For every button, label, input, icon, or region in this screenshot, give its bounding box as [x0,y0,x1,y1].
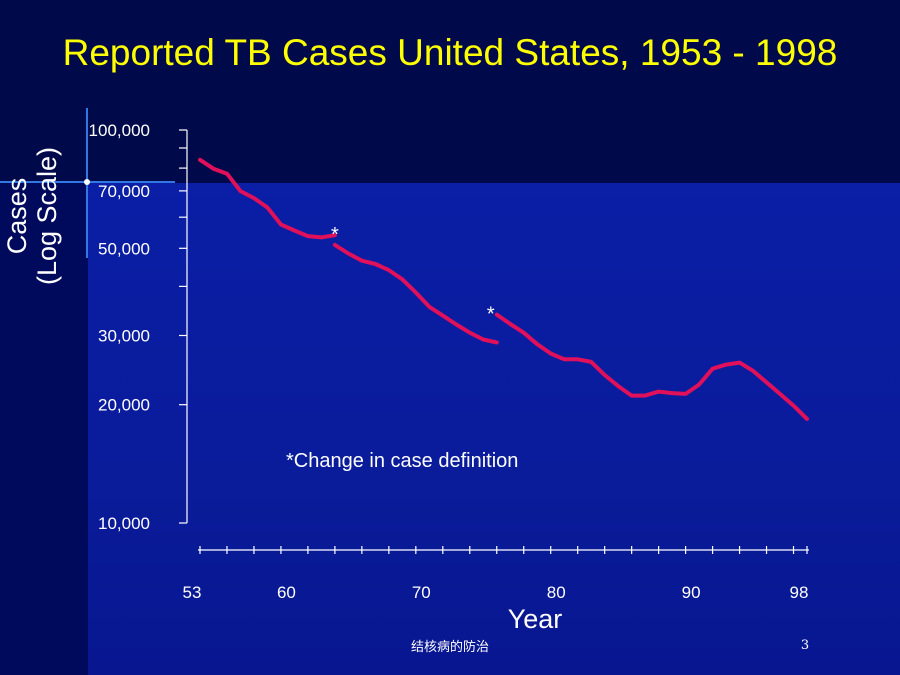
x-axis-label: Year [507,604,563,634]
y-axis-label-line-1: Cases [2,177,32,255]
x-tick-label: 70 [412,583,431,602]
x-tick-label: 53 [183,583,202,602]
footer-text: 结核病的防治 [410,640,489,655]
x-tick-label: 98 [790,583,809,602]
sparkle-icon [0,108,175,258]
y-tick-label: 100,000 [89,121,150,140]
y-tick-label: 50,000 [98,239,150,258]
y-tick-label: 70,000 [98,182,150,201]
chart-axes [179,129,809,554]
y-tick-label: 30,000 [98,326,150,345]
series-line-segment-2 [332,242,499,345]
series-line-segment-3 [494,312,809,421]
y-axis-label: Cases (Log Scale) [2,96,62,336]
series-line-segment-1 [198,157,337,240]
x-tick-label: 80 [547,583,566,602]
annotation-text: *Change in case definition [286,450,518,472]
x-tick-label: 60 [277,583,296,602]
chart-tick-labels: 100,000 70,000 50,000 30,000 20,000 10,000 53 6… [89,121,809,602]
background-top-band [0,0,900,183]
background-main-panel [88,183,900,675]
slide-title: Reported TB Cases United States, 1953 - … [62,32,838,73]
chart-series [198,157,809,421]
x-tick-label: 90 [682,583,701,602]
background-left-band [0,183,88,675]
definition-change-marker: * [487,304,495,326]
page-number: 3 [800,638,810,653]
y-axis-label-line-2: (Log Scale) [32,146,62,286]
y-tick-label: 20,000 [98,396,150,415]
y-tick-label: 10,000 [98,514,150,533]
definition-change-marker: * [331,224,339,246]
